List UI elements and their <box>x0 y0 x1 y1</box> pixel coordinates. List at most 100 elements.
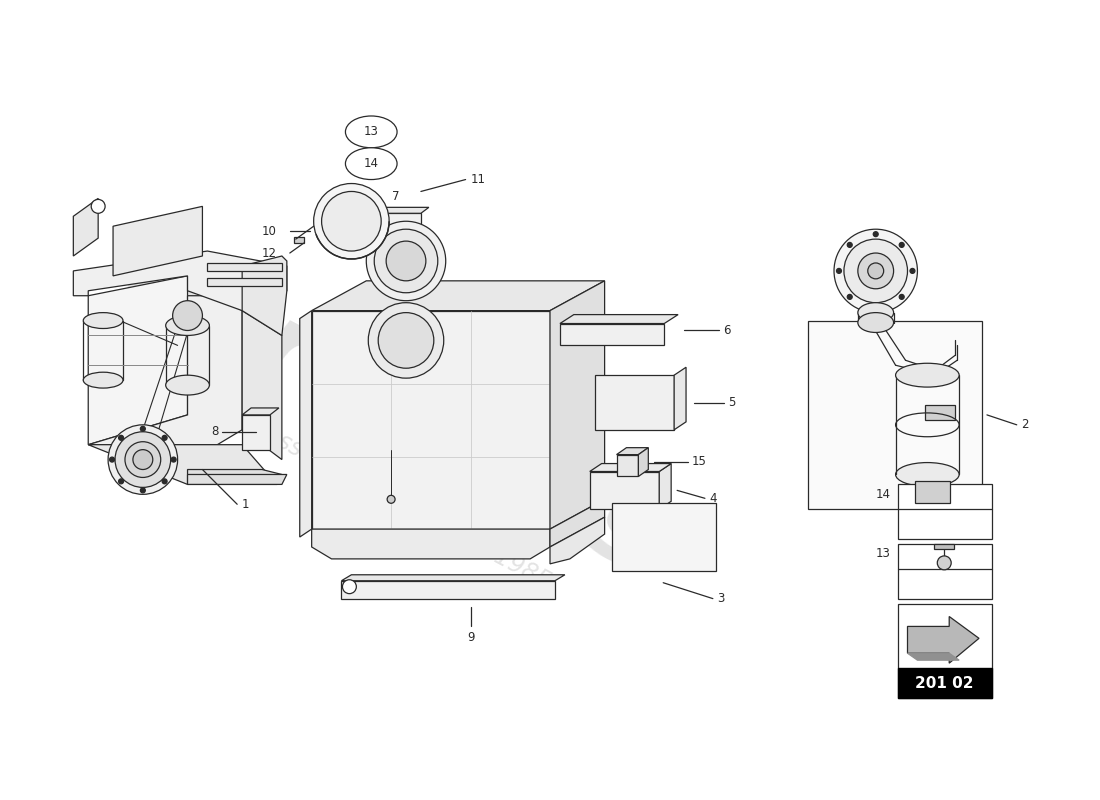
Polygon shape <box>294 237 304 243</box>
Bar <box>898 485 992 539</box>
Text: 7: 7 <box>393 190 399 203</box>
Circle shape <box>366 222 446 301</box>
Polygon shape <box>372 214 421 243</box>
Polygon shape <box>560 314 678 323</box>
Text: 9: 9 <box>466 631 474 644</box>
Text: 5: 5 <box>728 397 735 410</box>
Text: 14: 14 <box>364 157 378 170</box>
Circle shape <box>868 263 883 279</box>
Circle shape <box>858 253 893 289</box>
Polygon shape <box>311 529 550 559</box>
Ellipse shape <box>858 302 893 322</box>
Text: 13: 13 <box>876 547 891 561</box>
Circle shape <box>937 556 952 570</box>
Ellipse shape <box>84 313 123 329</box>
Polygon shape <box>74 198 98 256</box>
Bar <box>898 603 992 698</box>
Circle shape <box>873 305 878 310</box>
Circle shape <box>834 229 917 313</box>
Circle shape <box>386 241 426 281</box>
Polygon shape <box>187 474 287 485</box>
Bar <box>934 544 954 549</box>
Bar <box>915 482 950 503</box>
Polygon shape <box>908 617 979 663</box>
Circle shape <box>368 302 443 378</box>
Circle shape <box>91 199 106 214</box>
Polygon shape <box>612 503 716 571</box>
Polygon shape <box>550 499 605 547</box>
Polygon shape <box>341 574 565 581</box>
Circle shape <box>172 457 176 462</box>
Polygon shape <box>88 276 187 445</box>
Polygon shape <box>659 463 671 510</box>
Circle shape <box>173 301 202 330</box>
Polygon shape <box>311 281 605 310</box>
Polygon shape <box>616 454 638 477</box>
Circle shape <box>374 229 438 293</box>
Text: 6: 6 <box>723 324 730 337</box>
Polygon shape <box>638 448 648 477</box>
Text: 13: 13 <box>364 126 378 138</box>
Circle shape <box>141 426 145 431</box>
Circle shape <box>162 435 167 440</box>
Text: 4: 4 <box>708 492 716 505</box>
Bar <box>808 321 982 510</box>
Circle shape <box>125 442 161 478</box>
Ellipse shape <box>345 148 397 179</box>
Polygon shape <box>590 471 659 510</box>
Polygon shape <box>674 367 686 430</box>
Bar <box>898 668 992 698</box>
Text: a passion for parts since 1985: a passion for parts since 1985 <box>228 405 554 594</box>
Circle shape <box>162 479 167 484</box>
Circle shape <box>116 432 170 487</box>
Polygon shape <box>88 296 242 445</box>
Circle shape <box>836 269 842 274</box>
Circle shape <box>378 313 433 368</box>
Circle shape <box>873 232 878 237</box>
Ellipse shape <box>166 315 209 335</box>
Polygon shape <box>311 310 550 529</box>
Text: 10: 10 <box>262 225 277 238</box>
Bar <box>208 263 282 271</box>
Circle shape <box>844 239 908 302</box>
Polygon shape <box>372 207 429 214</box>
Text: 12: 12 <box>262 246 277 259</box>
Bar <box>208 278 282 286</box>
Polygon shape <box>550 281 605 529</box>
Ellipse shape <box>84 372 123 388</box>
Text: 11: 11 <box>471 173 485 186</box>
Text: 8: 8 <box>211 426 218 438</box>
Circle shape <box>321 191 382 251</box>
Polygon shape <box>299 310 311 537</box>
Polygon shape <box>242 415 270 450</box>
Text: 14: 14 <box>876 488 891 501</box>
Circle shape <box>910 269 915 274</box>
Polygon shape <box>616 448 648 454</box>
Circle shape <box>847 294 852 299</box>
Ellipse shape <box>345 116 397 148</box>
Ellipse shape <box>858 313 893 333</box>
Polygon shape <box>550 517 605 564</box>
Circle shape <box>119 479 123 484</box>
Ellipse shape <box>895 462 959 486</box>
Text: euroParts: euroParts <box>104 224 679 596</box>
Text: 1: 1 <box>242 498 250 510</box>
Text: 3: 3 <box>717 592 724 605</box>
Polygon shape <box>113 206 202 276</box>
Circle shape <box>108 425 177 494</box>
Circle shape <box>141 488 145 493</box>
Polygon shape <box>187 470 282 485</box>
Text: 201 02: 201 02 <box>915 675 974 690</box>
Polygon shape <box>908 654 959 660</box>
Polygon shape <box>242 256 287 335</box>
Text: 2: 2 <box>1021 418 1028 431</box>
Polygon shape <box>74 251 287 310</box>
Polygon shape <box>590 463 671 471</box>
Circle shape <box>899 294 904 299</box>
Polygon shape <box>88 445 277 485</box>
Bar <box>898 544 992 598</box>
Polygon shape <box>242 408 279 415</box>
Polygon shape <box>925 405 955 420</box>
Circle shape <box>314 183 389 259</box>
Ellipse shape <box>895 363 959 387</box>
